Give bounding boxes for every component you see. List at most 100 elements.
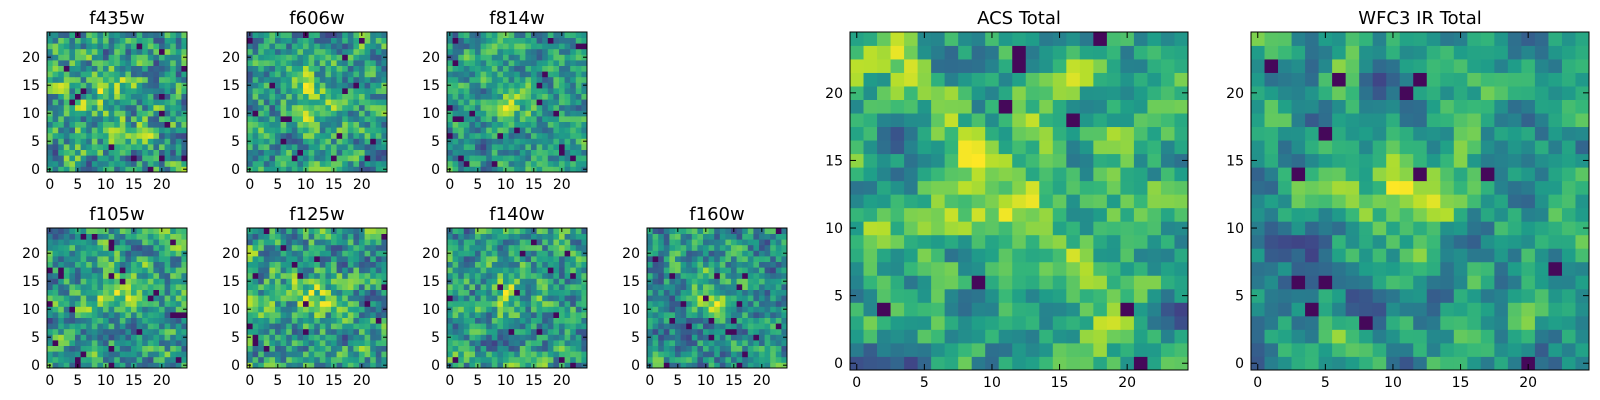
heatmap-cell: [775, 261, 782, 268]
heatmap-cell: [491, 160, 498, 167]
heatmap-cell: [480, 272, 487, 279]
heatmap-cell: [775, 351, 782, 358]
heatmap-cell: [86, 43, 93, 50]
heatmap-cells: [447, 32, 588, 173]
heatmap-cell: [136, 48, 143, 55]
heatmap-cell: [559, 88, 565, 94]
heatmap-cell: [86, 132, 93, 139]
heatmap-cell: [564, 132, 571, 139]
heatmap-cell: [742, 256, 749, 262]
heatmap-cell: [486, 166, 493, 173]
heatmap-cell: [314, 32, 321, 38]
heatmap-cell: [325, 127, 332, 134]
heatmap-cell: [850, 194, 864, 209]
heatmap-cell: [86, 351, 93, 358]
heatmap-cell: [775, 334, 782, 341]
heatmap-cell: [275, 37, 281, 44]
heatmap-cell: [342, 356, 349, 363]
heatmap-cell: [181, 132, 188, 139]
heatmap-cell: [131, 256, 137, 262]
heatmap-cell: [731, 300, 737, 307]
heatmap-cell: [119, 295, 126, 302]
heatmap-cell: [147, 334, 154, 341]
heatmap-cell: [480, 317, 487, 324]
heatmap-cell: [275, 132, 281, 139]
heatmap-cell: [781, 340, 788, 346]
heatmap-cell: [181, 261, 188, 268]
heatmap-cell: [491, 32, 498, 38]
heatmap-cell: [153, 76, 160, 83]
heatmap-cell: [303, 127, 309, 134]
heatmap-cell: [325, 261, 332, 268]
heatmap-cell: [519, 104, 526, 111]
heatmap-cell: [314, 88, 321, 94]
heatmap-cell: [547, 121, 554, 128]
heatmap-cell: [258, 65, 265, 72]
heatmap-cell: [725, 261, 732, 268]
heatmap-cell: [1106, 194, 1121, 209]
heatmap-cell: [52, 334, 59, 341]
heatmap-cell: [1039, 288, 1054, 303]
heatmap-cell: [247, 155, 253, 162]
heatmap-cell: [452, 261, 459, 268]
heatmap-cell: [686, 323, 693, 330]
heatmap-cell: [764, 351, 771, 358]
heatmap-cell: [291, 261, 298, 268]
heatmap-cell: [525, 54, 532, 61]
heatmap-cell: [331, 317, 337, 324]
heatmap-cell: [52, 250, 59, 257]
heatmap-cell: [519, 340, 526, 346]
heatmap-cell: [708, 356, 715, 363]
heatmap-cell: [297, 272, 304, 279]
heatmap-cell: [877, 207, 891, 222]
heatmap-cell: [263, 239, 270, 246]
heatmap-cell: [159, 127, 165, 134]
heatmap-cell: [303, 261, 309, 268]
heatmap-cell: [536, 60, 543, 66]
heatmap-cell: [347, 149, 354, 156]
heatmap-cell: [547, 144, 554, 150]
heatmap-cell: [381, 261, 388, 268]
heatmap-cell: [525, 351, 532, 358]
heatmap-cell: [553, 272, 560, 279]
heatmap-cell: [103, 60, 109, 66]
heatmap-cell: [525, 127, 532, 134]
heatmap-cell: [347, 317, 354, 324]
x-tick-label: 0: [445, 177, 454, 193]
heatmap-cell: [559, 144, 565, 150]
heatmap-cell: [731, 317, 737, 324]
heatmap-cell: [353, 32, 360, 38]
heatmap-cell: [97, 267, 104, 274]
heatmap-cell: [697, 362, 704, 369]
heatmap-cell: [508, 340, 515, 346]
heatmap-cell: [103, 328, 109, 335]
heatmap-cell: [319, 317, 326, 324]
heatmap-cell: [764, 334, 771, 341]
heatmap-cell: [164, 110, 171, 117]
heatmap-cell: [125, 340, 132, 346]
heatmap-cell: [375, 88, 382, 94]
heatmap-cell: [269, 54, 276, 61]
heatmap-cell: [764, 244, 771, 251]
heatmap-cell: [63, 149, 70, 156]
heatmap-cell: [75, 121, 81, 128]
heatmap-cell: [303, 76, 309, 83]
heatmap-cell: [142, 295, 149, 302]
heatmap-cell: [559, 127, 565, 134]
heatmap-cell: [680, 345, 687, 352]
heatmap-cell: [69, 121, 76, 128]
heatmap-cell: [263, 132, 270, 139]
heatmap-cell: [486, 76, 493, 83]
heatmap-cell: [47, 289, 53, 296]
heatmap-cell: [508, 250, 515, 257]
heatmap-cell: [164, 356, 171, 363]
heatmap-cell: [131, 65, 137, 72]
heatmap-cell: [336, 104, 343, 111]
heatmap-cell: [581, 284, 588, 290]
heatmap-cell: [280, 356, 287, 363]
heatmap-cell: [480, 256, 487, 262]
heatmap-cell: [469, 43, 476, 50]
heatmap-cell: [480, 93, 487, 100]
heatmap-cell: [381, 256, 388, 262]
heatmap-cell: [781, 256, 788, 262]
